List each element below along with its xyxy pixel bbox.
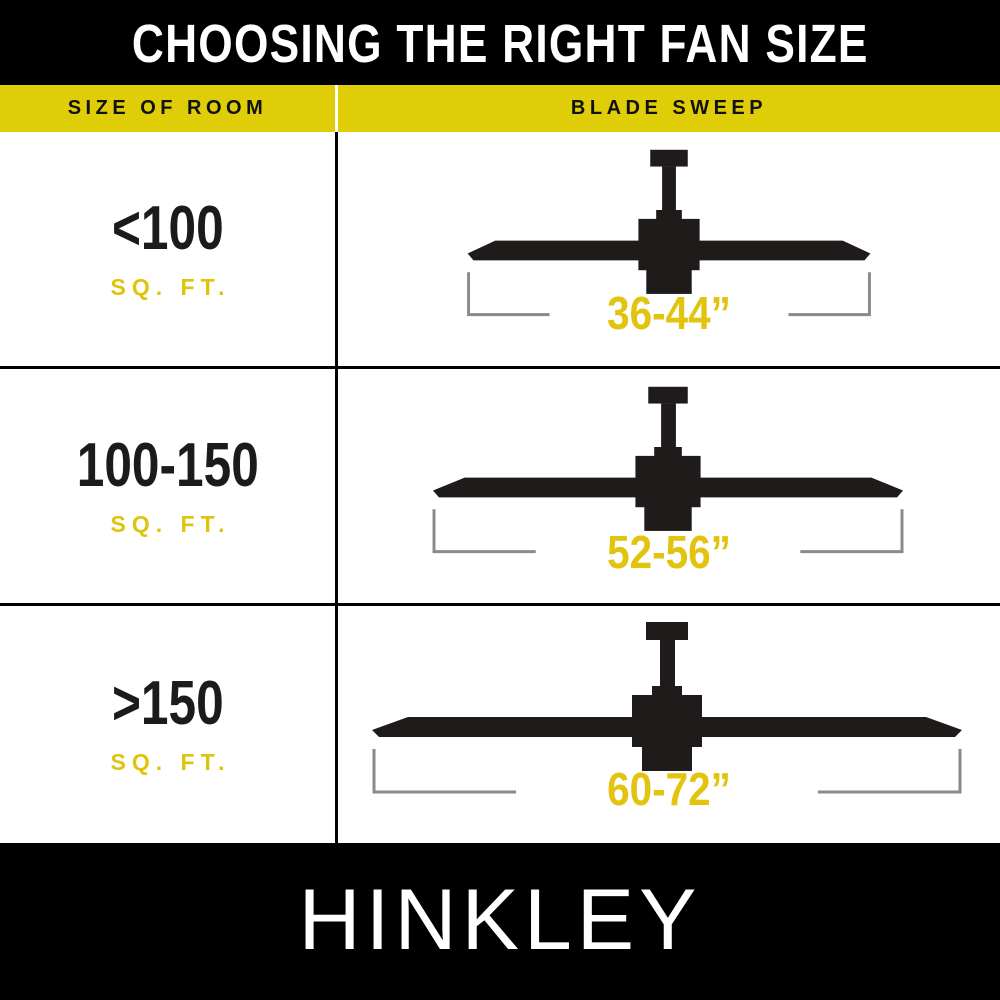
footer-band: HINKLEY xyxy=(0,843,1000,1000)
room-size-unit: SQ. FT. xyxy=(110,749,231,775)
fan-figure: 60-72” xyxy=(338,606,1000,843)
room-size-value: <100 xyxy=(111,193,224,263)
table-row: >150 SQ. FT. 60-72” xyxy=(0,606,1000,843)
fan-figure: 52-56” xyxy=(338,369,1000,603)
room-size-unit: SQ. FT. xyxy=(110,510,231,537)
table-row: <100 SQ. FT. xyxy=(0,132,1000,369)
table-header-row: SIZE OF ROOM BLADE SWEEP xyxy=(0,85,1000,132)
ceiling-fan-icon-large xyxy=(372,622,962,794)
room-size-value: 100-150 xyxy=(76,430,259,500)
table-body: <100 SQ. FT. xyxy=(0,132,1000,843)
column-header-blade-sweep: BLADE SWEEP xyxy=(338,85,1000,132)
ceiling-fan-icon-medium xyxy=(432,386,904,554)
room-size-unit: SQ. FT. xyxy=(110,273,231,300)
room-size-cell: 100-150 SQ. FT. xyxy=(0,369,338,603)
room-size-cell: <100 SQ. FT. xyxy=(0,132,338,366)
title-band: CHOOSING THE RIGHT FAN SIZE xyxy=(0,0,1000,85)
blade-sweep-cell: 60-72” xyxy=(338,606,1000,843)
fan-figure: 36-44” xyxy=(338,132,1000,366)
room-size-value: >150 xyxy=(111,669,224,738)
ceiling-fan-icon-small xyxy=(467,149,871,317)
blade-sweep-cell: 36-44” xyxy=(338,132,1000,366)
blade-sweep-cell: 52-56” xyxy=(338,369,1000,603)
column-header-size-of-room: SIZE OF ROOM xyxy=(0,85,338,132)
table-row: 100-150 SQ. FT. 52-5 xyxy=(0,369,1000,606)
column-header-label: BLADE SWEEP xyxy=(570,97,768,119)
column-header-label: SIZE OF ROOM xyxy=(67,97,268,119)
page-title: CHOOSING THE RIGHT FAN SIZE xyxy=(131,13,869,74)
brand-logo: HINKLEY xyxy=(298,871,702,968)
room-size-cell: >150 SQ. FT. xyxy=(0,606,338,843)
